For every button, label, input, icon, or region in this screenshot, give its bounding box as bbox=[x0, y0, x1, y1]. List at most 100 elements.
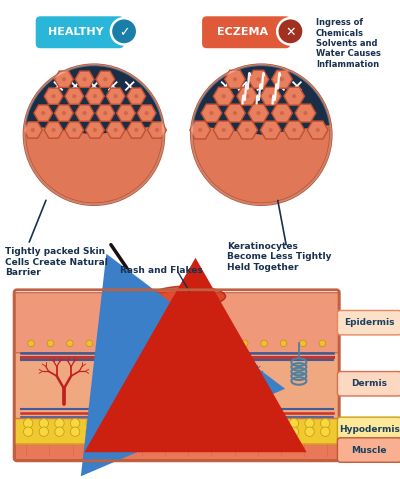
Circle shape bbox=[93, 94, 97, 98]
Circle shape bbox=[227, 427, 236, 436]
FancyBboxPatch shape bbox=[338, 417, 400, 442]
FancyBboxPatch shape bbox=[202, 16, 290, 48]
Circle shape bbox=[82, 111, 87, 115]
Circle shape bbox=[320, 427, 330, 436]
Circle shape bbox=[28, 340, 34, 347]
Ellipse shape bbox=[162, 290, 214, 303]
Circle shape bbox=[155, 128, 159, 132]
Circle shape bbox=[305, 427, 314, 436]
Circle shape bbox=[39, 427, 48, 436]
Circle shape bbox=[210, 111, 214, 115]
Circle shape bbox=[86, 340, 92, 347]
Circle shape bbox=[62, 111, 66, 115]
FancyBboxPatch shape bbox=[15, 349, 338, 419]
FancyBboxPatch shape bbox=[15, 440, 338, 460]
Circle shape bbox=[102, 427, 111, 436]
Circle shape bbox=[124, 111, 128, 115]
Text: ✕: ✕ bbox=[285, 26, 296, 39]
Circle shape bbox=[320, 419, 330, 428]
Circle shape bbox=[41, 111, 45, 115]
Circle shape bbox=[316, 128, 320, 132]
Text: Muscle: Muscle bbox=[352, 445, 387, 455]
Ellipse shape bbox=[137, 398, 154, 407]
Circle shape bbox=[256, 77, 260, 81]
Circle shape bbox=[70, 427, 80, 436]
Circle shape bbox=[72, 128, 76, 132]
Circle shape bbox=[198, 128, 202, 132]
Text: Dermis: Dermis bbox=[351, 379, 387, 388]
Circle shape bbox=[183, 340, 190, 347]
Ellipse shape bbox=[174, 291, 202, 298]
Text: ECZEMA: ECZEMA bbox=[217, 27, 268, 37]
Circle shape bbox=[134, 94, 138, 98]
Circle shape bbox=[52, 128, 56, 132]
Circle shape bbox=[242, 419, 252, 428]
Circle shape bbox=[125, 340, 132, 347]
Circle shape bbox=[222, 128, 226, 132]
Ellipse shape bbox=[137, 407, 152, 421]
Circle shape bbox=[24, 419, 33, 428]
Text: Keratinocytes
Become Less Tightly
Held Together: Keratinocytes Become Less Tightly Held T… bbox=[228, 242, 332, 272]
Circle shape bbox=[62, 77, 66, 81]
Circle shape bbox=[269, 128, 273, 132]
Circle shape bbox=[133, 427, 142, 436]
Circle shape bbox=[133, 419, 142, 428]
Circle shape bbox=[233, 111, 237, 115]
Circle shape bbox=[211, 427, 220, 436]
Circle shape bbox=[39, 419, 48, 428]
Circle shape bbox=[258, 427, 267, 436]
FancyBboxPatch shape bbox=[338, 438, 400, 462]
Text: HEALTHY: HEALTHY bbox=[48, 27, 104, 37]
Circle shape bbox=[233, 77, 237, 81]
Circle shape bbox=[144, 111, 149, 115]
Circle shape bbox=[114, 128, 118, 132]
FancyBboxPatch shape bbox=[338, 310, 400, 335]
Circle shape bbox=[117, 427, 127, 436]
Circle shape bbox=[164, 340, 170, 347]
Ellipse shape bbox=[150, 286, 226, 307]
Text: Hypodermis: Hypodermis bbox=[339, 425, 400, 434]
Circle shape bbox=[241, 340, 248, 347]
Circle shape bbox=[148, 419, 158, 428]
Text: Epidermis: Epidermis bbox=[344, 318, 395, 327]
Circle shape bbox=[222, 340, 228, 347]
FancyBboxPatch shape bbox=[15, 415, 338, 444]
Text: ✓: ✓ bbox=[119, 26, 129, 39]
Circle shape bbox=[245, 128, 249, 132]
Circle shape bbox=[180, 427, 189, 436]
Circle shape bbox=[86, 427, 96, 436]
Text: Rash and Flakes: Rash and Flakes bbox=[120, 266, 203, 275]
FancyBboxPatch shape bbox=[36, 16, 124, 48]
Circle shape bbox=[114, 94, 118, 98]
Circle shape bbox=[211, 419, 220, 428]
Circle shape bbox=[280, 77, 284, 81]
Circle shape bbox=[134, 128, 138, 132]
Circle shape bbox=[292, 128, 296, 132]
FancyBboxPatch shape bbox=[338, 372, 400, 396]
Ellipse shape bbox=[164, 398, 183, 408]
Circle shape bbox=[55, 419, 64, 428]
Circle shape bbox=[258, 419, 267, 428]
Circle shape bbox=[274, 419, 283, 428]
Circle shape bbox=[196, 427, 205, 436]
Circle shape bbox=[300, 340, 306, 347]
Circle shape bbox=[289, 419, 299, 428]
Circle shape bbox=[164, 427, 174, 436]
Circle shape bbox=[24, 65, 164, 204]
Circle shape bbox=[106, 340, 112, 347]
Circle shape bbox=[222, 94, 226, 98]
Circle shape bbox=[86, 419, 96, 428]
Circle shape bbox=[305, 419, 314, 428]
FancyBboxPatch shape bbox=[15, 293, 338, 353]
Circle shape bbox=[72, 94, 76, 98]
Circle shape bbox=[289, 427, 299, 436]
Circle shape bbox=[292, 94, 296, 98]
Circle shape bbox=[280, 111, 284, 115]
Text: Tightly packed Skin
Cells Create Natural
Barrier: Tightly packed Skin Cells Create Natural… bbox=[5, 248, 108, 277]
Circle shape bbox=[164, 419, 174, 428]
Circle shape bbox=[55, 427, 64, 436]
Circle shape bbox=[82, 77, 87, 81]
Circle shape bbox=[274, 427, 283, 436]
Circle shape bbox=[256, 111, 260, 115]
Wedge shape bbox=[192, 65, 330, 135]
